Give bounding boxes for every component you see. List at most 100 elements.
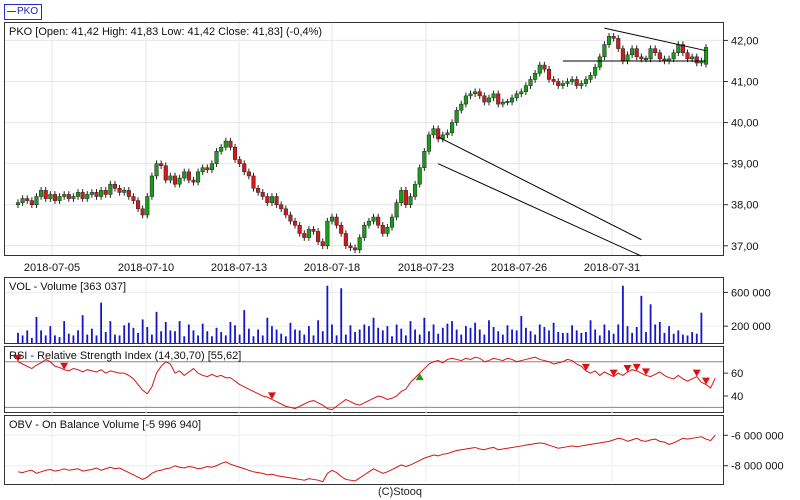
candle-body <box>528 79 533 86</box>
volume-bar <box>432 324 435 343</box>
candle-body <box>232 146 238 160</box>
candle-body <box>376 216 381 226</box>
candle-body <box>66 194 71 199</box>
candle-body <box>468 93 473 97</box>
legend-symbol: PKO <box>17 6 39 17</box>
candle-body <box>431 128 436 136</box>
volume-bar <box>238 334 241 343</box>
candle-body <box>237 159 242 164</box>
volume-bar <box>303 334 306 343</box>
candle-body <box>191 179 196 183</box>
candle-body <box>519 91 524 95</box>
price-panel-title: PKO [Open: 41,42 High: 41,83 Low: 41,42 … <box>9 26 322 38</box>
candle-body <box>274 196 279 205</box>
volume-bar <box>538 324 541 343</box>
volume-bar <box>21 335 24 343</box>
volume-bar <box>649 304 652 343</box>
candle-body <box>89 192 94 195</box>
candle-body <box>34 196 39 205</box>
candle-body <box>426 134 432 152</box>
volume-bar <box>589 320 592 343</box>
candle-body <box>339 225 344 234</box>
volume-bar <box>127 322 130 343</box>
candle-body <box>39 190 44 197</box>
rsi-tick-label: 40 <box>731 391 743 403</box>
candle-body <box>634 48 639 58</box>
volume-bar <box>30 337 33 343</box>
candle-body <box>690 56 695 60</box>
volume-bar <box>312 335 315 343</box>
volume-bar <box>358 329 361 343</box>
price-tick-label: 38,00 <box>731 200 759 212</box>
volume-bar <box>164 321 167 343</box>
volume-bar <box>372 317 375 343</box>
candle-body <box>353 247 358 251</box>
rsi-panel-title: RSI - Relative Strength Index (14,30,70)… <box>9 350 241 362</box>
candle-body <box>560 83 565 86</box>
candle-body <box>593 66 598 76</box>
volume-bar <box>137 332 139 343</box>
volume-bar <box>192 330 195 343</box>
trendline <box>437 136 642 241</box>
volume-bar <box>266 317 269 343</box>
candle-body <box>43 190 48 199</box>
candle-body <box>117 188 122 193</box>
candle-body <box>112 183 118 189</box>
volume-bar <box>580 332 583 343</box>
volume-bar <box>428 331 430 343</box>
candle-body <box>463 95 468 105</box>
trendlines <box>437 27 707 257</box>
candle-body <box>15 202 21 205</box>
volume-bar <box>640 295 643 343</box>
volume-bar <box>54 335 56 343</box>
volume-bar <box>682 334 684 343</box>
x-tick-label: 2018-07-23 <box>398 262 454 274</box>
volume-bar <box>478 329 481 343</box>
symbol-legend[interactable]: PKO <box>4 4 43 20</box>
volume-bar <box>335 335 338 343</box>
volume-tick-label: 200 000 <box>731 321 771 333</box>
volume-bar <box>294 329 296 343</box>
volume-bar <box>511 329 513 343</box>
volume-bar <box>183 336 186 343</box>
candle-body <box>533 73 538 80</box>
rsi-panel-frame <box>4 346 724 413</box>
candle-body <box>620 48 625 62</box>
candle-body <box>449 122 455 134</box>
candle-body <box>94 192 99 197</box>
x-tick-label: 2018-07-05 <box>24 262 80 274</box>
volume-bar <box>49 326 52 343</box>
candle-body <box>223 140 228 148</box>
candle-body <box>182 171 187 179</box>
trendline <box>604 27 707 52</box>
candle-body <box>103 190 108 195</box>
candle-body <box>570 79 575 82</box>
candle-body <box>71 196 76 199</box>
volume-bar <box>603 324 606 343</box>
volume-bar <box>520 316 523 343</box>
copyright-footer: (C)Stooq <box>377 486 423 498</box>
volume-bar <box>672 333 675 343</box>
volume-bar <box>146 327 149 343</box>
candle-body <box>657 52 662 60</box>
candle-body <box>366 220 371 226</box>
volume-bar <box>446 323 449 343</box>
candle-body <box>551 79 556 82</box>
candle-body <box>172 175 178 185</box>
volume-bar <box>174 331 176 343</box>
volume-bar <box>114 334 116 343</box>
volume-bar <box>400 328 403 343</box>
trendline <box>437 163 642 257</box>
volume-bar <box>35 316 38 343</box>
volume-bar <box>395 324 398 343</box>
candle-body <box>537 64 542 74</box>
volume-bar <box>635 327 638 343</box>
volume-bar <box>658 321 661 343</box>
volume-bar <box>492 327 495 343</box>
rsi-tick-label: 60 <box>731 368 743 380</box>
candle-body <box>694 56 699 64</box>
volume-bar <box>160 331 163 343</box>
candle-body <box>52 194 57 201</box>
candle-body <box>80 192 85 199</box>
obv-line <box>17 434 716 483</box>
